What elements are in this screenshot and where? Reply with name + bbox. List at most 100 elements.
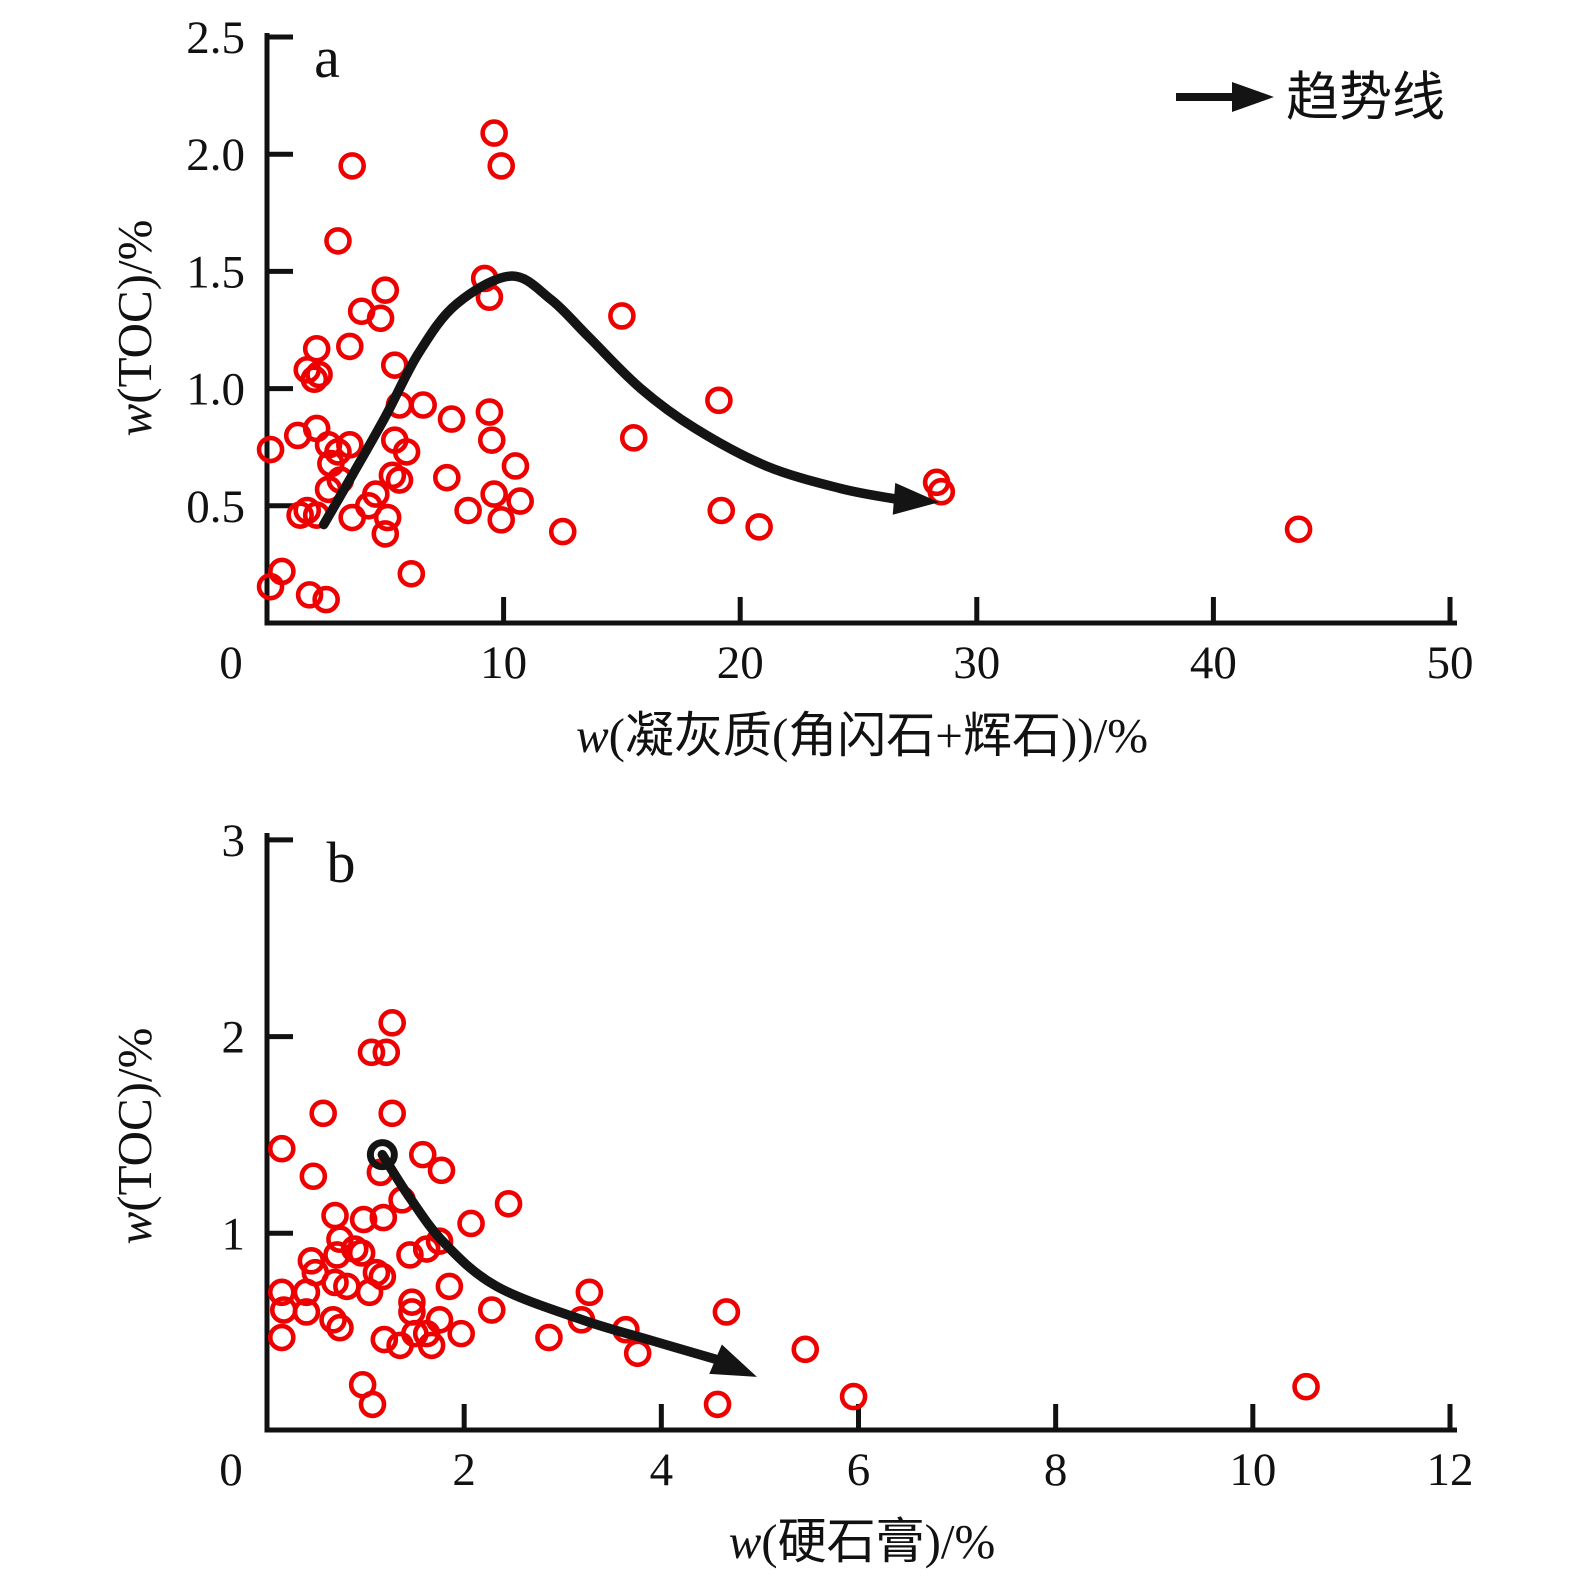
y-tick-label: 2 bbox=[222, 1012, 246, 1064]
data-point bbox=[712, 1298, 741, 1326]
data-point bbox=[494, 1189, 523, 1218]
x-tick-label: 2 bbox=[452, 1444, 476, 1496]
data-point bbox=[267, 1134, 296, 1163]
data-point bbox=[373, 503, 402, 532]
data-point bbox=[477, 1296, 506, 1324]
data-point bbox=[477, 426, 506, 454]
trend-line bbox=[319, 271, 899, 530]
data-point bbox=[295, 581, 324, 609]
data-point bbox=[338, 152, 366, 180]
data-point bbox=[305, 360, 333, 389]
data-point bbox=[703, 1390, 732, 1419]
data-point bbox=[535, 1323, 563, 1352]
data-point bbox=[362, 480, 390, 508]
data-point bbox=[454, 496, 482, 525]
x-tick-label: 4 bbox=[650, 1444, 674, 1496]
data-point bbox=[409, 391, 437, 419]
data-point bbox=[457, 1209, 485, 1238]
x-tick-label: 40 bbox=[1190, 637, 1237, 689]
panel-label-a: a bbox=[314, 25, 340, 90]
y-tick-label: 1 bbox=[222, 1208, 246, 1260]
axes-a bbox=[264, 33, 1457, 626]
y-tick-label: 2.5 bbox=[186, 12, 245, 64]
data-point bbox=[297, 1247, 326, 1275]
trend-arrowhead bbox=[892, 482, 939, 515]
panel-label-b: b bbox=[327, 830, 356, 895]
data-point bbox=[302, 334, 331, 363]
data-point bbox=[366, 304, 395, 333]
data-point bbox=[408, 1140, 437, 1169]
data-point bbox=[300, 365, 329, 394]
legend-arrowhead bbox=[1232, 82, 1274, 112]
trend-start-marker bbox=[366, 1139, 398, 1171]
data-point bbox=[608, 302, 636, 330]
data-point bbox=[623, 1339, 652, 1368]
data-point bbox=[292, 1278, 321, 1307]
y-axis-title-w: w bbox=[107, 1211, 162, 1244]
legend-label: 趋势线 bbox=[1286, 69, 1445, 127]
data-point bbox=[358, 1390, 387, 1419]
axes-b bbox=[264, 833, 1457, 1433]
trend-arrowhead bbox=[709, 1344, 757, 1377]
data-point bbox=[292, 1298, 321, 1326]
data-point bbox=[371, 276, 400, 304]
y-axis-title-rest: (TOC)/% bbox=[107, 1028, 162, 1212]
x-axis-title-w: w bbox=[729, 1514, 762, 1569]
x-axis-title-w: w bbox=[576, 708, 609, 763]
data-point bbox=[371, 520, 400, 548]
x-tick-label: 10 bbox=[1229, 1444, 1276, 1496]
data-point bbox=[575, 1278, 604, 1307]
data-point bbox=[349, 1205, 378, 1234]
data-point bbox=[417, 1331, 446, 1360]
data-point bbox=[475, 398, 504, 426]
x-tick-label: 8 bbox=[1044, 1444, 1068, 1496]
trend-line bbox=[377, 1149, 721, 1364]
data-point bbox=[619, 424, 648, 452]
data-point bbox=[927, 477, 956, 506]
data-point bbox=[506, 487, 534, 515]
data-point bbox=[347, 1239, 376, 1267]
data-point bbox=[370, 1325, 399, 1354]
data-point bbox=[487, 506, 516, 534]
data-point bbox=[368, 1262, 397, 1291]
data-point bbox=[437, 405, 466, 433]
data-point bbox=[791, 1335, 820, 1364]
x-tick-label: 0 bbox=[219, 637, 243, 689]
data-point bbox=[326, 1313, 354, 1342]
x-axis-title-rest: (凝灰质(角闪石+辉石))/% bbox=[609, 708, 1148, 763]
y-axis-title: w(TOC)/% bbox=[107, 1028, 162, 1245]
y-tick-label: 0.5 bbox=[186, 481, 245, 533]
data-point bbox=[324, 227, 352, 255]
data-point bbox=[321, 1268, 349, 1297]
data-point bbox=[312, 585, 340, 614]
data-point bbox=[267, 1323, 296, 1352]
data-point bbox=[321, 1201, 349, 1230]
data-point bbox=[705, 386, 733, 415]
x-tick-label: 12 bbox=[1427, 1444, 1474, 1496]
data-point bbox=[480, 119, 508, 147]
x-tick-label: 50 bbox=[1427, 637, 1474, 689]
data-point bbox=[501, 452, 530, 480]
data-point bbox=[425, 1306, 454, 1334]
x-tick-label: 0 bbox=[219, 1444, 243, 1496]
data-point bbox=[319, 1306, 347, 1334]
data-point bbox=[397, 559, 426, 588]
data-point bbox=[548, 517, 577, 546]
data-point bbox=[433, 463, 461, 492]
data-point bbox=[372, 1038, 401, 1067]
data-point bbox=[707, 496, 736, 525]
y-axis-title: w(TOC)/% bbox=[107, 220, 162, 437]
x-axis-title: w(凝灰质(角闪石+辉石))/% bbox=[576, 708, 1148, 763]
data-point bbox=[427, 1156, 456, 1185]
data-point bbox=[487, 152, 516, 180]
data-point bbox=[268, 557, 296, 586]
data-point bbox=[357, 1038, 386, 1067]
data-point bbox=[398, 1288, 426, 1316]
data-point bbox=[336, 431, 364, 459]
data-point bbox=[385, 466, 414, 494]
data-point bbox=[480, 480, 508, 508]
x-tick-label: 10 bbox=[480, 637, 527, 689]
data-point bbox=[1284, 515, 1313, 544]
data-point bbox=[309, 1099, 337, 1128]
